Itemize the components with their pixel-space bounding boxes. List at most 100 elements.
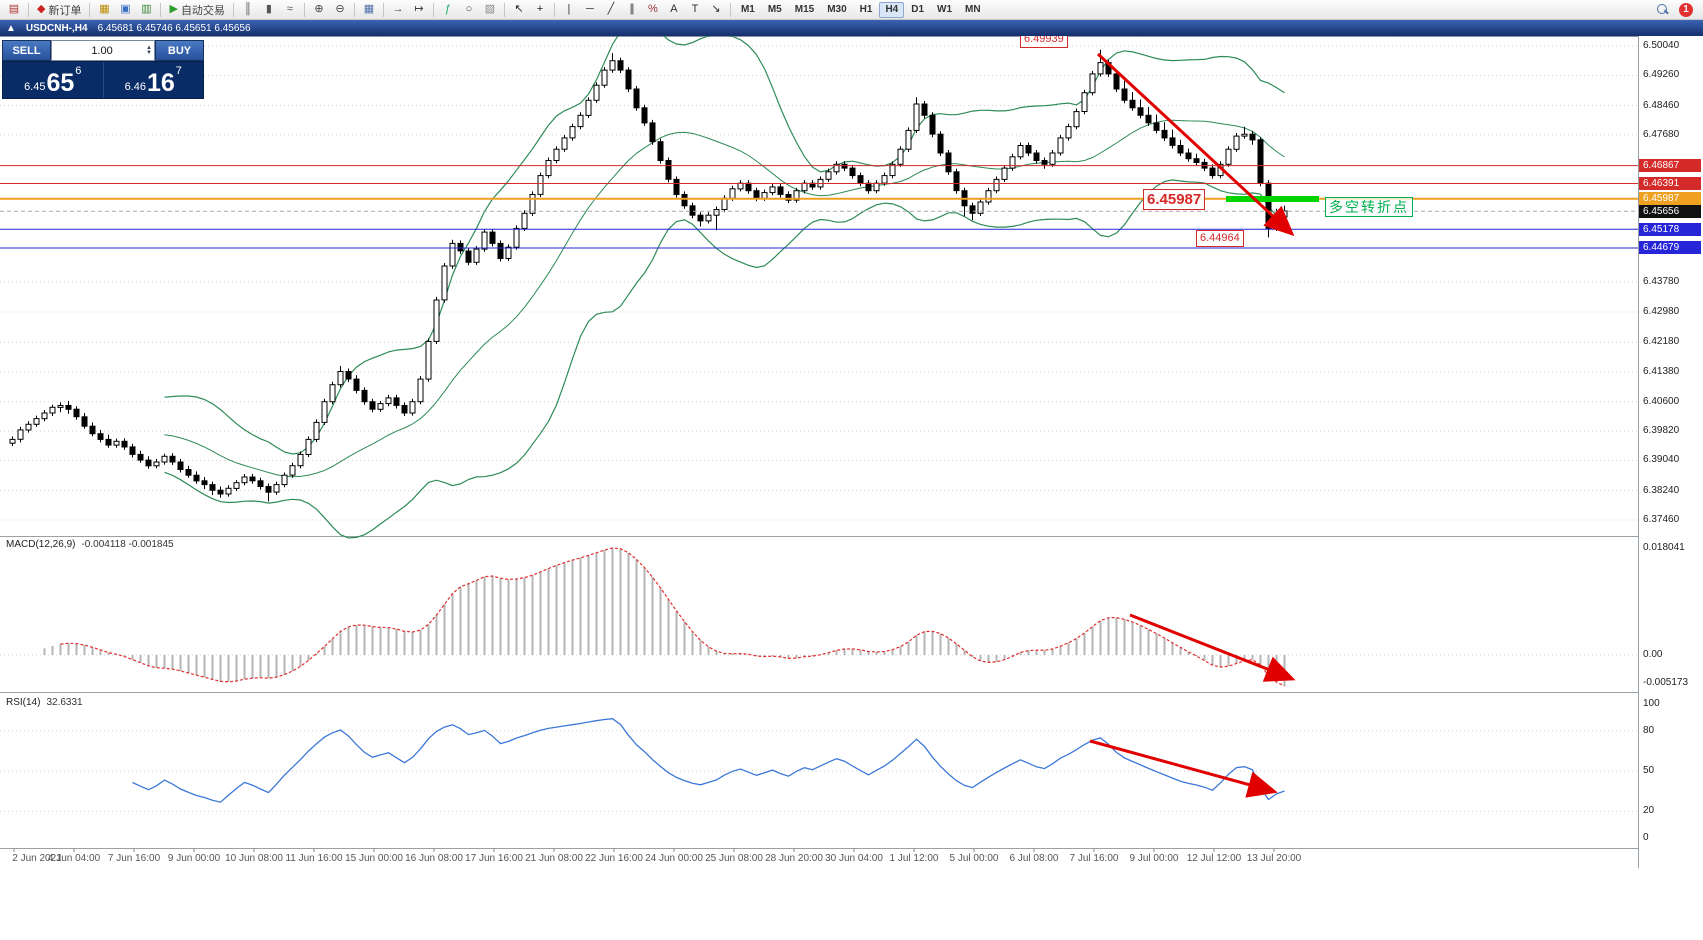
new-order-icon: ◆ [37, 3, 46, 15]
channel-icon: ∥ [629, 3, 635, 15]
toolbar-fibonacci-button[interactable]: % [643, 1, 663, 19]
autotrading-icon: ▶ [169, 3, 178, 15]
buy-button[interactable]: BUY [155, 40, 204, 61]
toolbar-vertical-line-button[interactable]: | [559, 1, 579, 19]
toolbar-horizontal-line-button[interactable]: ─ [580, 1, 600, 19]
toolbar-auto-scroll-button[interactable]: → [388, 1, 408, 19]
navigator-icon: ▣ [120, 3, 131, 15]
chart-symbol-period: USDCNH-,H4 [25, 22, 88, 34]
sell-price-base: 6.45 [24, 81, 46, 93]
toolbar-separator [432, 2, 434, 17]
toolbar-separator [503, 2, 505, 17]
sell-price-pip: 6 [75, 65, 82, 77]
buy-price-big: 16 [146, 69, 175, 97]
toolbar-terminal-button[interactable]: ▥ [136, 1, 156, 19]
toolbar-zoom-in-button[interactable]: ⊕ [309, 1, 329, 19]
toolbar-chart-shift-button[interactable]: ↦ [409, 1, 429, 19]
timeframe-mn-button[interactable]: MN [959, 2, 987, 18]
price-scale[interactable] [1638, 36, 1703, 868]
timeframe-h4-button[interactable]: H4 [879, 1, 905, 18]
timeframe-w1-button[interactable]: W1 [931, 2, 958, 18]
toolbar-separator [89, 2, 91, 17]
buy-price-pip: 7 [175, 65, 182, 77]
tile-windows-icon: ▦ [363, 3, 375, 15]
horizontal-line-icon: ─ [586, 3, 594, 15]
toolbar-autotrading-button[interactable]: ▶ 自动交易 [165, 1, 228, 19]
toolbar-separator [232, 2, 234, 17]
volume-field[interactable]: 1.00 ▲ ▼ [51, 40, 155, 61]
toolbar-arrow-objects-button[interactable]: ↘ [706, 1, 726, 19]
toolbar-tile-windows-button[interactable]: ▦ [359, 1, 379, 19]
data-window-icon: ▦ [99, 3, 110, 15]
periods-icon: ○ [465, 3, 473, 15]
line-chart-icon: ≈ [286, 3, 293, 15]
toolbar-separator [160, 2, 162, 17]
timeframe-m15-button[interactable]: M15 [789, 2, 820, 18]
search-button[interactable] [1653, 1, 1673, 19]
toolbar-trendline-button[interactable]: ╱ [601, 1, 621, 19]
toolbar-data-window-button[interactable]: ▦ [94, 1, 114, 19]
toolbar-line-chart-button[interactable]: ≈ [280, 1, 300, 19]
toolbar-cursor-button[interactable]: ↖ [509, 1, 529, 19]
timeframe-m1-button[interactable]: M1 [735, 2, 761, 18]
timeframe-d1-button[interactable]: D1 [905, 2, 930, 18]
volume-spinner[interactable]: ▲ ▼ [146, 44, 152, 56]
rsi-indicator-label: RSI(14) 32.6331 [6, 697, 83, 708]
chart-window-icon: ▲ [6, 22, 16, 34]
toolbar-candle-chart-button[interactable]: ▮ [259, 1, 279, 19]
chart-shift-icon: ↦ [414, 3, 424, 15]
toolbar-navigator-button[interactable]: ▣ [115, 1, 135, 19]
sell-price[interactable]: 6.45 65 6 [3, 62, 103, 98]
indicators-icon: ƒ [444, 3, 451, 15]
search-icon [1657, 3, 1669, 16]
macd-indicator-label: MACD(12,26,9) -0.004118 -0.001845 [6, 539, 174, 550]
toolbar-indicators-button[interactable]: ƒ [438, 1, 458, 19]
crosshair-icon: + [536, 3, 544, 15]
toolbar-text-button[interactable]: A [664, 1, 684, 19]
vertical-line-icon: | [567, 3, 571, 15]
chart-ohlc-values: 6.45681 6.45746 6.45651 6.45656 [97, 22, 251, 34]
sell-button[interactable]: SELL [2, 40, 51, 61]
fibonacci-icon: % [648, 3, 658, 15]
low-price-annotation[interactable]: 6.44964 [1196, 230, 1244, 247]
spin-down-icon[interactable]: ▼ [146, 49, 152, 56]
timeframe-m5-button[interactable]: M5 [762, 2, 788, 18]
notification-badge[interactable]: 1 [1679, 2, 1693, 17]
toolbar-market-watch-button[interactable]: ▤ [4, 1, 24, 19]
toolbar-text-label-button[interactable]: T [685, 1, 705, 19]
spin-up-icon[interactable]: ▲ [146, 44, 152, 51]
market-watch-icon: ▤ [8, 3, 20, 15]
timeframe-h1-button[interactable]: H1 [854, 2, 879, 18]
auto-scroll-icon: → [392, 3, 404, 15]
price-divider [102, 62, 104, 98]
text-label-icon: T [691, 3, 699, 15]
pivot-price-annotation[interactable]: 6.45987 [1143, 189, 1206, 210]
toolbar-periods-button[interactable]: ○ [459, 1, 479, 19]
zoom-out-icon: ⊖ [335, 3, 345, 15]
toolbar-separator [303, 2, 305, 17]
bar-chart-icon: ║ [244, 3, 252, 15]
candle-chart-icon: ▮ [265, 3, 272, 15]
cursor-icon: ↖ [514, 3, 524, 15]
chart-title-bar[interactable]: ▲ USDCNH-,H4 6.45681 6.45746 6.45651 6.4… [0, 20, 1703, 36]
buy-price[interactable]: 6.46 16 7 [104, 62, 204, 98]
timeframe-m30-button[interactable]: M30 [821, 2, 852, 18]
sell-price-big: 65 [46, 69, 75, 97]
toolbar-zoom-out-button[interactable]: ⊖ [330, 1, 350, 19]
toolbar-groups: ▤ ◆ 新订单 ▦ ▣ ▥ ▶ 自动交易 ║ ▮ ≈ ⊕ ⊖ ▦ → ↦ ƒ ○ ▨ ↖ + | ─ ╱ ∥% A T ↘ [4, 1, 726, 19]
new-order-label: 新订单 [48, 4, 82, 17]
toolbar-separator [553, 2, 555, 17]
autotrading-label: 自动交易 [180, 4, 225, 17]
arrow-objects-icon: ↘ [711, 3, 721, 15]
toolbar-bar-chart-button[interactable]: ║ [238, 1, 258, 19]
text-icon: A [670, 3, 678, 15]
toolbar-new-order-button[interactable]: ◆ 新订单 [33, 1, 85, 19]
toolbar-templates-button[interactable]: ▨ [480, 1, 500, 19]
timeframe-group: M1 M5 M15 M30 H1 H4 D1 W1 MN [735, 1, 987, 18]
toolbar-right: 1 [1653, 1, 1699, 19]
toolbar-crosshair-button[interactable]: + [530, 1, 550, 19]
pivot-note-annotation[interactable]: 多空转折点 [1325, 197, 1413, 217]
trendline-icon: ╱ [607, 3, 615, 15]
toolbar-channel-button[interactable]: ∥ [622, 1, 642, 19]
